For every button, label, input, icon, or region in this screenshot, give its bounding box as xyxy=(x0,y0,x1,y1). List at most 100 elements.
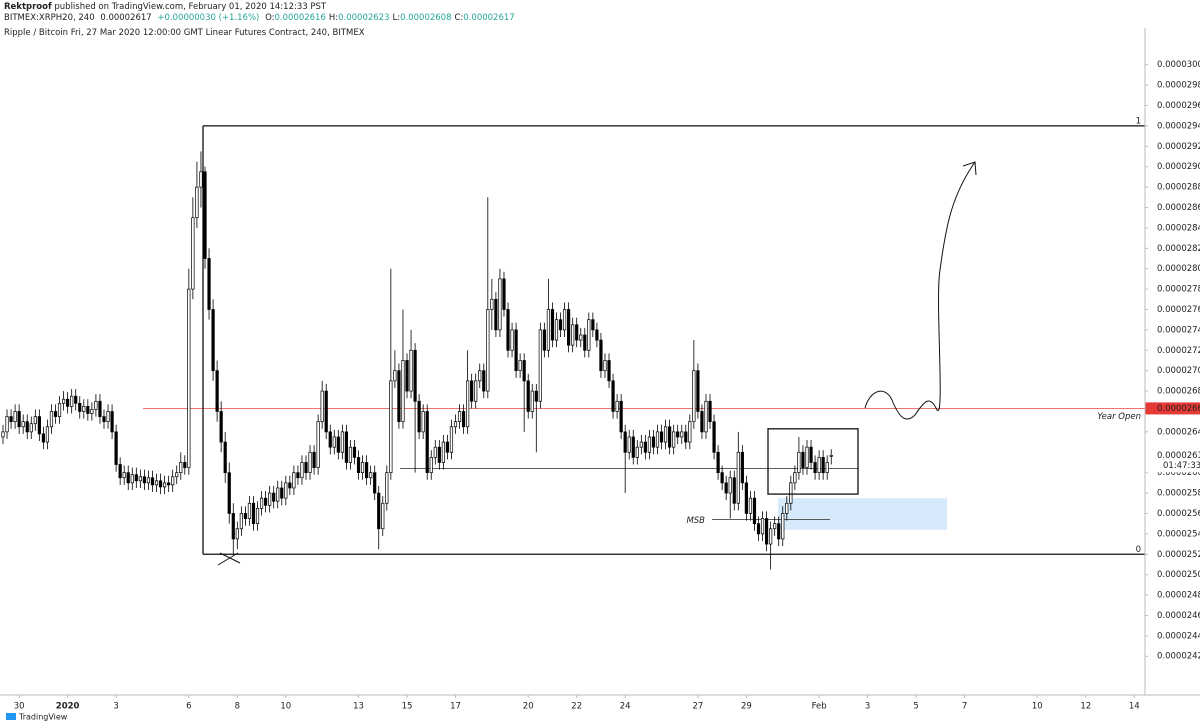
candle-body xyxy=(292,472,296,489)
candle-body xyxy=(425,411,429,474)
candle-body xyxy=(805,446,809,468)
candle-body xyxy=(53,411,58,417)
candle-body xyxy=(146,477,151,484)
candle-body xyxy=(817,457,821,474)
x-tick-label: 2020 xyxy=(56,702,80,712)
candle-body xyxy=(276,487,280,502)
x-tick-label: 17 xyxy=(450,702,461,712)
annotation-layer xyxy=(217,161,977,566)
candles-layer xyxy=(1,151,833,570)
candle-body xyxy=(567,309,571,346)
x-tick-label: 3 xyxy=(113,702,118,712)
countdown: 01:47:33 xyxy=(1163,461,1200,471)
candle-body xyxy=(272,492,276,502)
price-tag xyxy=(1145,402,1200,415)
y-tick-label: 0.00002480 xyxy=(1157,591,1200,601)
ohlc-value: 0.00002623 xyxy=(338,13,390,23)
candle-body xyxy=(211,309,215,372)
arrow-head xyxy=(962,161,977,176)
candle-body xyxy=(21,421,25,428)
candle-body xyxy=(195,186,199,219)
candle-body xyxy=(777,523,781,540)
candle-body xyxy=(219,411,223,443)
candle-body xyxy=(550,309,555,341)
candle-body xyxy=(5,416,9,433)
background-layer: MSB Year Open 1 0 xyxy=(143,116,1145,555)
candle-body xyxy=(793,472,797,484)
candle-body xyxy=(385,472,389,504)
x-tick-label: 7 xyxy=(962,702,967,712)
candle-body xyxy=(102,416,106,423)
y-tick-label: 0.00002900 xyxy=(1157,162,1200,172)
candle-body xyxy=(575,324,579,341)
candle-body xyxy=(300,462,304,479)
candle-body xyxy=(692,370,696,423)
candle-body xyxy=(672,431,676,448)
demand-zone xyxy=(778,498,947,530)
candle-body xyxy=(716,451,720,474)
candle-body xyxy=(409,349,413,392)
candle-body xyxy=(215,370,219,412)
price-axis-bg xyxy=(1145,28,1200,695)
candle-body xyxy=(110,411,114,433)
candle-body xyxy=(33,416,37,425)
candle-body xyxy=(437,446,441,463)
candle-body xyxy=(199,171,203,188)
candle-body xyxy=(191,217,195,290)
candle-body xyxy=(336,436,340,453)
candle-body xyxy=(255,508,260,525)
candle-body xyxy=(175,472,179,478)
y-tick-label: 0.00002960 xyxy=(1157,101,1200,111)
candle-body xyxy=(720,472,724,484)
candle-body xyxy=(251,502,256,525)
candle-body xyxy=(554,319,559,341)
header-line-3: Ripple / Bitcoin Fri, 27 Mar 2020 12:00:… xyxy=(4,28,368,38)
candle-body xyxy=(29,423,33,433)
price-tag xyxy=(1145,449,1200,473)
candle-body xyxy=(651,436,656,448)
y-tick-label: 0.00002760 xyxy=(1157,305,1200,315)
candle-body xyxy=(86,406,90,414)
candle-body xyxy=(558,319,563,331)
candle-body xyxy=(433,446,437,458)
y-tick-label: 0.00002500 xyxy=(1157,570,1200,580)
candle-body xyxy=(764,518,769,545)
candle-body xyxy=(708,400,712,423)
candle-body xyxy=(268,492,272,506)
candle-body xyxy=(486,309,490,392)
candle-body xyxy=(344,431,349,463)
candle-body xyxy=(37,416,41,435)
candle-body xyxy=(429,457,433,474)
x-tick-label: 8 xyxy=(235,702,240,712)
y-tick-label: 0.00002880 xyxy=(1157,183,1200,193)
candle-body xyxy=(474,380,478,402)
y-tick-label: 0.00002640 xyxy=(1157,427,1200,437)
year-open-label: Year Open xyxy=(1097,412,1141,422)
y-tick-label: 0.00002860 xyxy=(1157,203,1200,213)
candle-body xyxy=(207,258,211,310)
candle-body xyxy=(514,329,518,372)
candle-body xyxy=(611,380,615,412)
candle-body xyxy=(453,421,458,428)
candle-body xyxy=(769,528,773,545)
candle-body xyxy=(498,278,502,331)
candle-body xyxy=(518,360,522,372)
x-tick-label: 6 xyxy=(186,702,191,712)
candle-body xyxy=(781,513,785,540)
candle-body xyxy=(748,497,753,514)
candle-body xyxy=(235,528,239,540)
candle-body xyxy=(623,431,627,453)
candle-body xyxy=(130,474,134,484)
candle-body xyxy=(94,400,98,410)
candle-body xyxy=(546,309,551,351)
candle-body xyxy=(171,476,175,486)
candle-body xyxy=(45,426,50,443)
candle-body xyxy=(736,451,740,504)
candle-body xyxy=(740,451,744,484)
y-tick-label: 0.00002820 xyxy=(1157,244,1200,254)
candle-body xyxy=(756,523,761,535)
candle-body xyxy=(247,502,252,519)
candle-body xyxy=(502,278,506,310)
candle-body xyxy=(668,426,672,448)
candle-body xyxy=(373,472,377,494)
